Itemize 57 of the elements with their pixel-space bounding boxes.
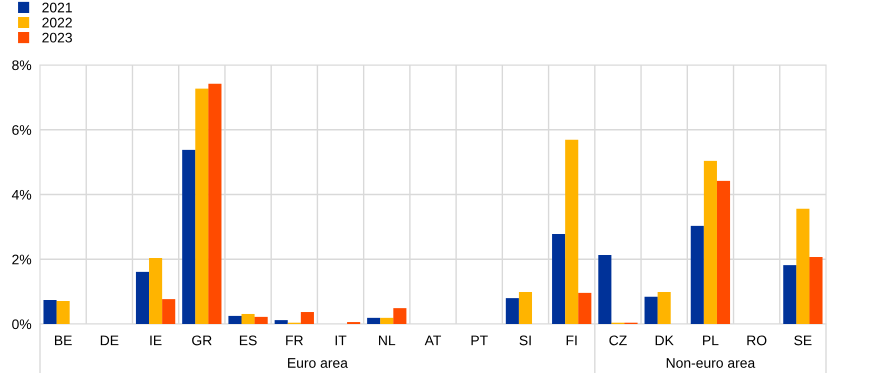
bar: [658, 292, 671, 324]
bar: [704, 160, 717, 324]
bar: [716, 180, 730, 324]
x-tick-label: FI: [566, 336, 577, 346]
bar: [136, 272, 150, 324]
bar: [393, 308, 406, 324]
x-tick-label: PL: [703, 336, 718, 346]
bar: [506, 298, 519, 324]
bar: [274, 320, 288, 324]
bar: [208, 84, 222, 324]
y-tick-label: 6%: [12, 125, 32, 135]
legend-label: 2021: [42, 2, 72, 12]
bar: [242, 314, 255, 324]
bar: [644, 296, 658, 324]
bar: [43, 300, 57, 324]
bar: [598, 255, 612, 324]
x-tick-label: IE: [150, 336, 162, 346]
legend-label: 2023: [42, 32, 72, 43]
x-tick-label: RO: [747, 335, 766, 346]
x-tick-label: SI: [520, 335, 531, 346]
y-tick-label: 4%: [12, 190, 32, 200]
bar: [300, 312, 314, 324]
bar: [380, 318, 394, 324]
bar: [809, 256, 823, 324]
y-tick-label: 8%: [12, 60, 32, 70]
bar: [149, 258, 162, 324]
bar: [796, 208, 810, 324]
x-tick-label: BE: [54, 336, 72, 346]
x-tick-label: DE: [100, 336, 118, 346]
x-tick-label: IT: [336, 336, 346, 346]
x-tick-label: AT: [424, 336, 442, 346]
text: Non-euro area: [666, 358, 756, 368]
bar: [182, 150, 196, 324]
x-tick-label: PT: [472, 336, 488, 346]
bar: [783, 265, 796, 324]
x-tick-label: SE: [794, 335, 812, 346]
x-tick-label: CZ: [609, 335, 627, 346]
bar: [367, 318, 380, 324]
x-tick-label: FR: [286, 336, 303, 346]
bar: [254, 316, 268, 324]
x-tick-label: ES: [240, 335, 257, 346]
bar: [552, 234, 566, 324]
text: Euro area: [288, 358, 348, 368]
y-tick-label: 0%: [12, 319, 32, 330]
x-tick-label: NL: [379, 336, 396, 346]
x-tick-label: DK: [656, 336, 674, 346]
legend-label: 2022: [42, 18, 72, 28]
bar: [195, 88, 208, 324]
x-tick-label: GR: [192, 335, 212, 346]
y-tick-label: 2%: [12, 254, 32, 264]
bar: [56, 301, 70, 324]
bar: [565, 140, 578, 324]
bar: [578, 292, 592, 324]
bar: [228, 316, 242, 324]
bar: [690, 226, 704, 324]
bar: [162, 299, 176, 324]
bar: [518, 292, 532, 324]
